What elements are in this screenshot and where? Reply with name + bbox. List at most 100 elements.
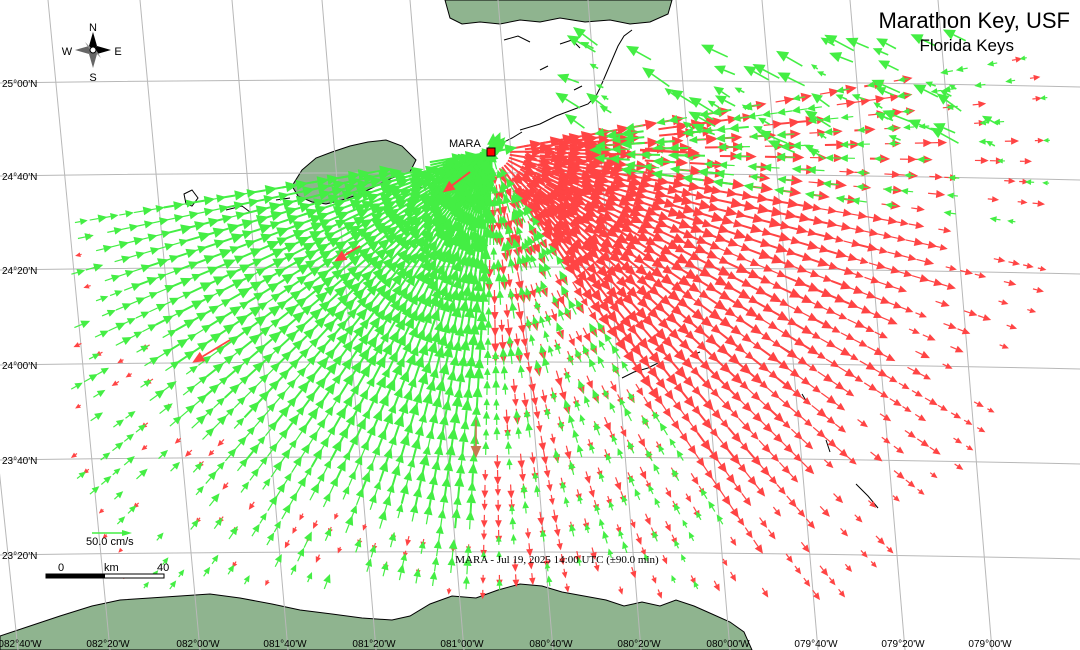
lon-label: 079°20'W xyxy=(881,639,925,650)
current-vector xyxy=(540,389,548,404)
current-vector xyxy=(749,311,765,322)
current-vector xyxy=(777,175,794,184)
current-vector xyxy=(506,177,516,195)
lon-line xyxy=(675,0,731,650)
current-vector xyxy=(555,342,562,355)
current-vector xyxy=(594,127,614,137)
lat-label: 25°00'N xyxy=(2,79,37,90)
lon-label: 082°00'W xyxy=(176,639,220,650)
current-vector xyxy=(485,306,493,320)
upper-keys xyxy=(519,29,633,131)
current-vector xyxy=(533,231,543,249)
current-vector xyxy=(516,209,524,225)
lat-label: 24°00'N xyxy=(2,361,37,372)
lon-label: 080°00'W xyxy=(706,639,750,650)
current-vector xyxy=(528,376,536,393)
current-vector xyxy=(770,269,787,278)
current-vector xyxy=(732,152,750,161)
current-vector xyxy=(497,215,506,230)
current-vector xyxy=(525,361,533,374)
current-vector xyxy=(509,301,518,319)
station-label: MARA xyxy=(449,138,481,150)
current-vector xyxy=(578,379,585,394)
lon-label: 080°40'W xyxy=(529,639,573,650)
current-vector xyxy=(580,294,588,307)
current-vector xyxy=(752,273,772,284)
current-vector xyxy=(712,178,733,188)
lon-line xyxy=(0,473,19,650)
current-vector xyxy=(524,287,532,301)
current-vector xyxy=(718,161,735,170)
current-vector xyxy=(582,327,591,343)
current-vector xyxy=(505,223,514,244)
current-vector xyxy=(652,156,675,167)
current-vector xyxy=(531,315,539,330)
current-vector xyxy=(493,454,502,470)
current-vector xyxy=(484,367,491,380)
current-vector xyxy=(589,443,596,454)
current-vector xyxy=(515,426,522,439)
current-vector xyxy=(624,407,632,422)
current-vector xyxy=(624,122,643,132)
current-vector xyxy=(669,415,680,430)
current-vector xyxy=(499,259,507,275)
current-vector xyxy=(549,433,556,445)
florida-mainland xyxy=(444,0,673,25)
current-vector xyxy=(493,426,501,440)
current-vector xyxy=(707,262,731,276)
current-vector xyxy=(545,313,552,326)
current-vector xyxy=(688,381,701,396)
lat-line xyxy=(0,361,1080,370)
current-vector xyxy=(492,364,500,380)
current-vector xyxy=(668,143,690,153)
current-vector xyxy=(589,358,597,373)
current-vector xyxy=(643,396,652,410)
current-vector xyxy=(538,435,547,452)
current-vector xyxy=(776,130,795,139)
current-vector xyxy=(603,416,611,432)
current-vector xyxy=(504,428,511,440)
current-vector xyxy=(484,337,492,350)
current-vector xyxy=(639,150,660,160)
current-vector xyxy=(515,302,524,321)
lon-line xyxy=(321,0,377,650)
current-vector xyxy=(609,402,616,413)
current-vector xyxy=(746,112,763,120)
current-vector xyxy=(523,347,531,361)
current-vector xyxy=(529,334,536,346)
current-vector xyxy=(572,429,580,443)
current-vector xyxy=(491,319,500,337)
current-vector xyxy=(503,304,511,319)
map-subtitle: Florida Keys xyxy=(920,36,1014,55)
current-vector xyxy=(637,434,646,448)
current-vector xyxy=(564,445,572,460)
current-vector xyxy=(592,389,600,404)
current-vector xyxy=(551,390,558,403)
current-vector xyxy=(805,203,822,212)
current-vector xyxy=(543,330,550,343)
current-vector xyxy=(669,165,690,175)
current-vector xyxy=(531,216,542,232)
current-vector xyxy=(493,398,500,410)
current-vector xyxy=(687,362,700,377)
current-vector xyxy=(559,270,569,286)
current-vector xyxy=(536,420,543,433)
current-vector xyxy=(556,322,564,338)
current-vector xyxy=(710,107,732,117)
current-vector xyxy=(523,207,532,221)
current-vector xyxy=(651,169,674,180)
current-vector xyxy=(689,400,701,416)
current-vector xyxy=(610,144,630,154)
lat-label: 23°40'N xyxy=(2,456,37,467)
lat-line xyxy=(0,551,1080,560)
current-vector xyxy=(541,247,550,262)
current-vector xyxy=(572,281,583,298)
current-vector xyxy=(492,350,500,365)
current-vector xyxy=(541,450,549,465)
current-vector xyxy=(761,110,778,118)
current-vector xyxy=(524,238,532,254)
current-vector xyxy=(586,375,593,390)
current-vector xyxy=(620,165,644,176)
current-vector xyxy=(544,407,551,420)
